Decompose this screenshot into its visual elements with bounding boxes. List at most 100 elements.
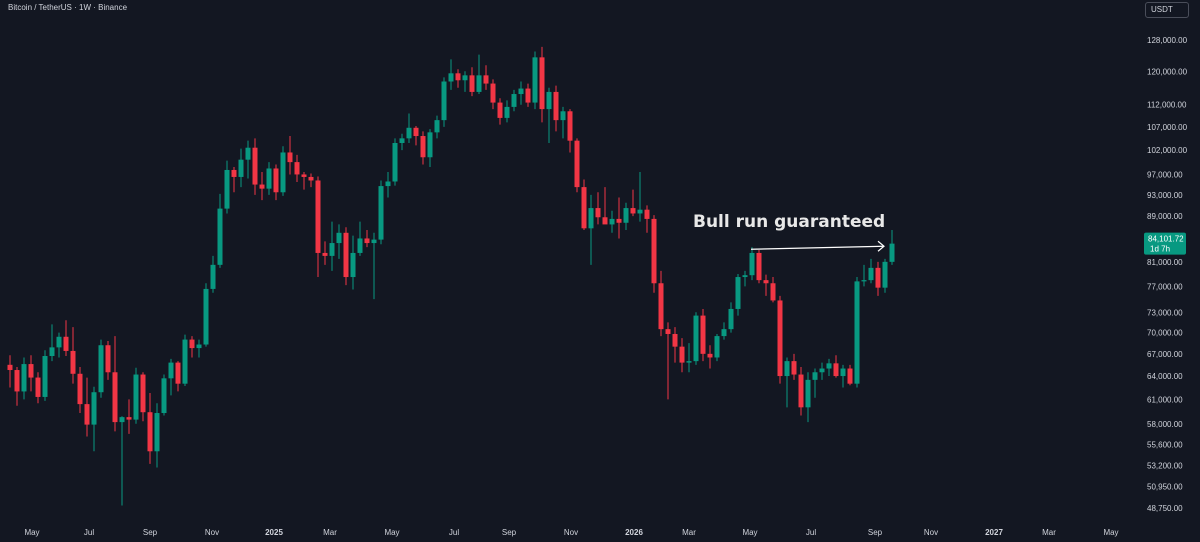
candle xyxy=(91,386,97,452)
candle-body xyxy=(210,264,216,289)
candle xyxy=(700,308,706,362)
y-tick-label: 58,000.00 xyxy=(1147,420,1183,429)
candle-body xyxy=(413,127,419,137)
candle xyxy=(35,372,41,404)
last-price-value: 84,101.72 xyxy=(1148,235,1184,244)
y-tick-label: 48,750.00 xyxy=(1147,504,1183,513)
candle xyxy=(602,187,608,225)
candle xyxy=(868,258,874,284)
candle-body xyxy=(77,373,83,405)
y-tick-label: 50,950.00 xyxy=(1147,483,1183,492)
candle-body xyxy=(581,187,587,229)
candle-body xyxy=(385,181,391,187)
candle-body xyxy=(595,208,601,218)
candle xyxy=(630,189,636,217)
candle-body xyxy=(322,252,328,256)
x-tick-label: Jul xyxy=(84,528,94,537)
candle-body xyxy=(378,186,384,240)
candle xyxy=(588,194,594,265)
candle xyxy=(161,374,167,416)
candle-body xyxy=(833,363,839,377)
candle xyxy=(126,399,132,434)
y-tick-label: 53,200.00 xyxy=(1147,462,1183,471)
candle-body xyxy=(651,218,657,284)
candle-body xyxy=(588,208,594,229)
candle xyxy=(245,140,251,179)
candle-body xyxy=(546,91,552,110)
candle xyxy=(217,193,223,268)
candle-body xyxy=(189,339,195,349)
candle xyxy=(70,327,76,384)
candle xyxy=(252,138,258,195)
candle xyxy=(301,171,307,190)
candle-body xyxy=(455,73,461,81)
candle xyxy=(742,270,748,287)
candle-body xyxy=(84,404,90,425)
candle xyxy=(7,355,13,388)
candle-body xyxy=(504,106,510,118)
candle-body xyxy=(336,232,342,244)
candle-body xyxy=(616,218,622,223)
annotation-arrow-line xyxy=(750,245,885,250)
candle xyxy=(98,339,104,398)
candle xyxy=(140,372,146,422)
candle xyxy=(679,338,685,373)
candle xyxy=(441,77,447,127)
annotation-arrow-head xyxy=(877,240,885,252)
candle xyxy=(427,129,433,168)
x-tick-label: May xyxy=(1103,528,1118,537)
candle-body xyxy=(882,261,888,288)
candle xyxy=(343,227,349,286)
y-axis[interactable]: 128,000.00 120,000.00 112,000.00 107,000.00… xyxy=(1147,36,1188,513)
candle xyxy=(518,81,524,105)
candle xyxy=(840,364,846,388)
candle xyxy=(490,79,496,110)
x-tick-label: 2026 xyxy=(625,528,643,537)
candle-body xyxy=(854,281,860,384)
candle-body xyxy=(105,345,111,373)
candle xyxy=(469,67,475,97)
currency-button[interactable]: USDT xyxy=(1145,2,1189,18)
x-tick-label: May xyxy=(384,528,399,537)
candle-body xyxy=(686,361,692,363)
candle xyxy=(672,327,678,363)
candle xyxy=(280,146,286,196)
candle-body xyxy=(70,350,76,374)
x-tick-label: May xyxy=(742,528,757,537)
candle xyxy=(784,357,790,408)
candle-body xyxy=(798,374,804,408)
candle xyxy=(364,229,370,248)
candle xyxy=(455,69,461,88)
candle-body xyxy=(840,368,846,377)
candle-body xyxy=(259,184,265,189)
candle-body xyxy=(742,275,748,278)
candle-body xyxy=(861,280,867,282)
last-price-countdown: 1d 7h xyxy=(1150,245,1170,254)
candle xyxy=(105,340,111,380)
y-tick-label: 67,000.00 xyxy=(1147,350,1183,359)
candle xyxy=(532,51,538,110)
candle xyxy=(196,339,202,358)
candle xyxy=(77,367,83,414)
candle xyxy=(546,87,552,144)
candle xyxy=(483,65,489,90)
x-tick-label: Nov xyxy=(564,528,578,537)
candle xyxy=(798,367,804,416)
candle xyxy=(406,113,412,144)
candle xyxy=(763,274,769,296)
x-axis[interactable]: May Jul Sep Nov 2025 Mar May Jul Sep Nov 2026 Mar Ma… xyxy=(24,528,1118,537)
y-tick-label: 93,000.00 xyxy=(1147,191,1183,200)
candle xyxy=(266,162,272,195)
candle xyxy=(574,138,580,193)
candle xyxy=(231,167,237,193)
x-tick-label: Mar xyxy=(682,528,696,537)
candle-body xyxy=(623,208,629,223)
candle-body xyxy=(735,277,741,309)
y-tick-label: 55,600.00 xyxy=(1147,440,1183,449)
candle xyxy=(273,164,279,201)
candle-body xyxy=(91,392,97,425)
candle-body xyxy=(434,120,440,133)
candle-body xyxy=(672,333,678,347)
x-tick-label: Nov xyxy=(205,528,219,537)
